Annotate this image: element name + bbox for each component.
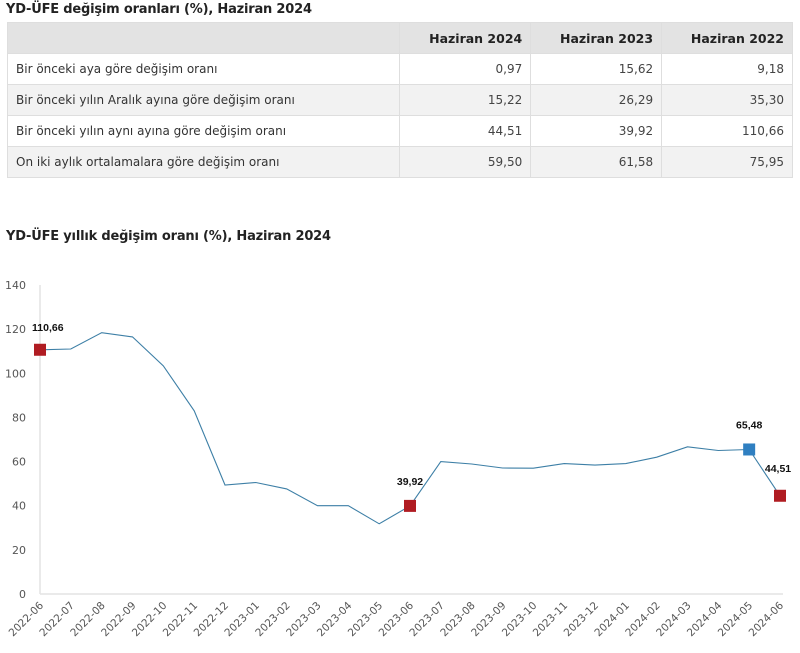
row-label: Bir önceki yılın Aralık ayına göre değiş… [6, 84, 401, 116]
cell-value: 59,50 [399, 146, 532, 178]
row-label: Bir önceki yılın aynı ayına göre değişim… [6, 115, 401, 147]
highlight-markers: 110,66 39,92 65,48 44,51 [32, 322, 791, 512]
table-row: Bir önceki yılın Aralık ayına göre değiş… [6, 84, 793, 116]
table-row: On iki aylık ortalamalara göre değişim o… [6, 146, 793, 178]
y-tick-label: 120 [5, 323, 26, 336]
y-tick-label: 40 [12, 500, 26, 513]
highlight-marker [743, 443, 756, 456]
line-chart: 0 20 40 60 80 100 120 140 2022-062022-072022-08… [5, 279, 791, 639]
row-label: On iki aylık ortalamalara göre değişim o… [6, 146, 401, 178]
cell-value: 61,58 [530, 146, 663, 178]
highlight-marker [34, 343, 46, 356]
table-row: Bir önceki yılın aynı ayına göre değişim… [6, 115, 793, 147]
cell-value: 35,30 [661, 84, 793, 116]
chart-title: YD-ÜFE yıllık değişim oranı (%), Haziran… [6, 229, 331, 244]
data-label: 65,48 [736, 419, 762, 431]
highlight-marker [404, 499, 416, 512]
y-tick-label: 140 [5, 279, 26, 292]
table-title: YD-ÜFE değişim oranları (%), Haziran 202… [6, 2, 312, 17]
y-tick-label: 60 [12, 456, 26, 469]
row-label: Bir önceki aya göre değişim oranı [6, 53, 401, 85]
y-tick-label: 0 [19, 588, 26, 601]
change-rates-table: Haziran 2024 Haziran 2023 Haziran 2022 B… [6, 22, 793, 178]
x-axis: 2022-062022-072022-082022-092022-102022-… [7, 593, 787, 639]
cell-value: 9,18 [661, 53, 793, 85]
cell-value: 26,29 [530, 84, 663, 116]
data-series [39, 332, 781, 525]
column-header-2023: Haziran 2023 [530, 22, 663, 54]
column-header-2024: Haziran 2024 [399, 22, 532, 54]
y-tick-label: 80 [12, 411, 26, 424]
series-line [39, 332, 781, 525]
table-header-row: Haziran 2024 Haziran 2023 Haziran 2022 [6, 22, 793, 54]
cell-value: 44,51 [399, 115, 532, 147]
cell-value: 39,92 [530, 115, 663, 147]
data-label: 39,92 [397, 476, 423, 488]
column-header-2022: Haziran 2022 [661, 22, 793, 54]
data-label: 44,51 [765, 463, 791, 475]
cell-value: 110,66 [661, 115, 793, 147]
y-tick-label: 100 [5, 367, 26, 380]
cell-value: 15,22 [399, 84, 532, 116]
cell-value: 0,97 [399, 53, 532, 85]
y-tick-label: 20 [12, 544, 26, 557]
table-row: Bir önceki aya göre değişim oranı 0,97 1… [6, 53, 793, 85]
data-label: 110,66 [32, 322, 64, 334]
highlight-marker [774, 489, 786, 502]
cell-value: 15,62 [530, 53, 663, 85]
y-axis: 0 20 40 60 80 100 120 140 [5, 279, 41, 601]
x-tick-label: 2024-06 [747, 599, 787, 639]
column-header-label [6, 22, 401, 54]
cell-value: 75,95 [661, 146, 793, 178]
